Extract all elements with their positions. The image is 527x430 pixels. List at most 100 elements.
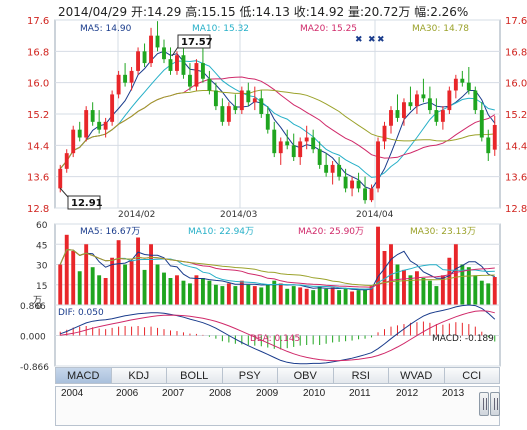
timeline-year: 2004: [61, 388, 84, 399]
candle-body: [84, 110, 89, 138]
candle: [395, 94, 400, 122]
candle: [421, 78, 426, 103]
candle: [453, 74, 458, 99]
ma5-label: MA5: 14.90: [80, 24, 132, 34]
tab-rsi[interactable]: RSI: [333, 367, 389, 384]
candle: [350, 176, 355, 197]
candle: [220, 98, 225, 126]
candle-body: [278, 141, 283, 154]
volume-ma-labels: MA5: 16.67万 MA10: 22.94万 MA20: 25.90万 MA…: [80, 227, 476, 237]
macd-lines: [60, 304, 496, 365]
tab-obv[interactable]: OBV: [278, 367, 334, 384]
quote-high: 高:15.15: [185, 5, 236, 19]
candle: [142, 43, 147, 67]
price-right-axis: 17.6 16.8 16.0 15.2 14.4 13.6 12.8: [505, 16, 527, 215]
candle: [213, 82, 218, 111]
candle: [311, 129, 316, 154]
ma5-line: [59, 50, 496, 190]
candle-body: [142, 51, 147, 64]
candle: [84, 106, 89, 142]
max-price-label: 17.57: [181, 37, 213, 48]
candle-body: [492, 124, 497, 150]
volume-bar: [136, 237, 141, 305]
quote-volume: 量:20.72万: [347, 5, 411, 19]
volume-bar: [291, 286, 296, 305]
candle-body: [129, 70, 134, 83]
candle: [402, 98, 406, 126]
volume-bars: [58, 226, 497, 305]
quote-low: 低:14.13: [239, 5, 290, 19]
tab-psy[interactable]: PSY: [222, 367, 278, 384]
candle-body: [447, 90, 452, 111]
candle-body: [213, 90, 218, 107]
candle-body: [58, 168, 63, 189]
candle-body: [298, 141, 303, 158]
candle-body: [252, 98, 257, 103]
candle: [116, 70, 121, 99]
tab-macd[interactable]: MACD: [55, 367, 112, 384]
candle: [97, 110, 102, 134]
quote-header: 2014/04/29 开:14.29 高:15.15 低:14.13 收:14.…: [58, 3, 468, 20]
candle: [376, 137, 380, 193]
tab-kdj[interactable]: KDJ: [111, 367, 167, 384]
volume-bar: [447, 257, 452, 305]
candle-body: [123, 74, 128, 83]
price-ma-labels: MA5: 14.90 MA10: 15.32 MA20: 15.25 MA30:…: [80, 24, 469, 34]
candle-body: [363, 188, 367, 201]
candle: [278, 137, 283, 165]
candle: [188, 63, 192, 91]
price-left-tick: 14.4: [27, 141, 49, 152]
candle-body: [343, 176, 348, 189]
volume-bar: [473, 275, 478, 305]
volume-bar: [175, 275, 179, 305]
timeline-navigator[interactable]: 2004 2006 2007 2008 2009 2010 2011 2012 …: [55, 386, 500, 426]
timeline-year: 2009: [256, 388, 279, 399]
volume-bar: [363, 288, 367, 305]
tab-wvad[interactable]: WVAD: [389, 367, 445, 384]
candle: [58, 164, 63, 193]
min-price-label: 12.91: [71, 198, 103, 209]
candle: [123, 63, 128, 87]
vol-ma30-label: MA30: 23.13万: [410, 227, 476, 237]
candle: [473, 86, 478, 114]
macd-tick: -0.866: [20, 363, 49, 373]
candle: [408, 86, 413, 111]
max-price-marker: 17.57: [171, 34, 213, 57]
volume-bar: [188, 283, 192, 305]
volume-bar: [90, 267, 95, 305]
volume-bar: [162, 272, 166, 305]
timeline-right-handle[interactable]: [490, 392, 500, 416]
candle: [103, 117, 108, 138]
volume-bar: [246, 284, 251, 305]
timeline-left-handle[interactable]: [479, 392, 489, 416]
macd-left-axis: 0.866 0.000 -0.866: [20, 302, 49, 373]
volume-bar: [155, 264, 160, 305]
macd-grid: [55, 304, 500, 367]
volume-bar: [58, 264, 63, 305]
volume-tick: 0: [36, 302, 42, 312]
date-label: 2014/03: [220, 210, 257, 220]
volume-bar: [304, 288, 309, 305]
candle-body: [350, 180, 355, 189]
price-left-tick: 16.0: [27, 79, 49, 90]
event-marker-icon[interactable]: ✖: [355, 35, 363, 45]
volume-bar: [265, 284, 270, 305]
candle-body: [162, 47, 166, 60]
ma30-line: [59, 89, 495, 170]
event-marker-icon[interactable]: ✖: [368, 35, 376, 45]
candle-body: [265, 114, 270, 130]
event-markers[interactable]: ✖ ✖ ✖: [355, 35, 385, 45]
event-marker-icon[interactable]: ✖: [377, 35, 385, 45]
tab-boll[interactable]: BOLL: [167, 367, 223, 384]
price-left-tick: 15.2: [27, 110, 49, 121]
volume-bar: [324, 288, 329, 305]
dea-line: [60, 310, 495, 362]
volume-bar: [123, 264, 128, 305]
candle: [90, 102, 95, 126]
tab-cci[interactable]: CCI: [444, 367, 500, 384]
volume-bar: [317, 286, 322, 305]
candle-body: [194, 63, 199, 87]
price-right-tick: 16.8: [505, 47, 527, 58]
candle: [64, 149, 69, 173]
